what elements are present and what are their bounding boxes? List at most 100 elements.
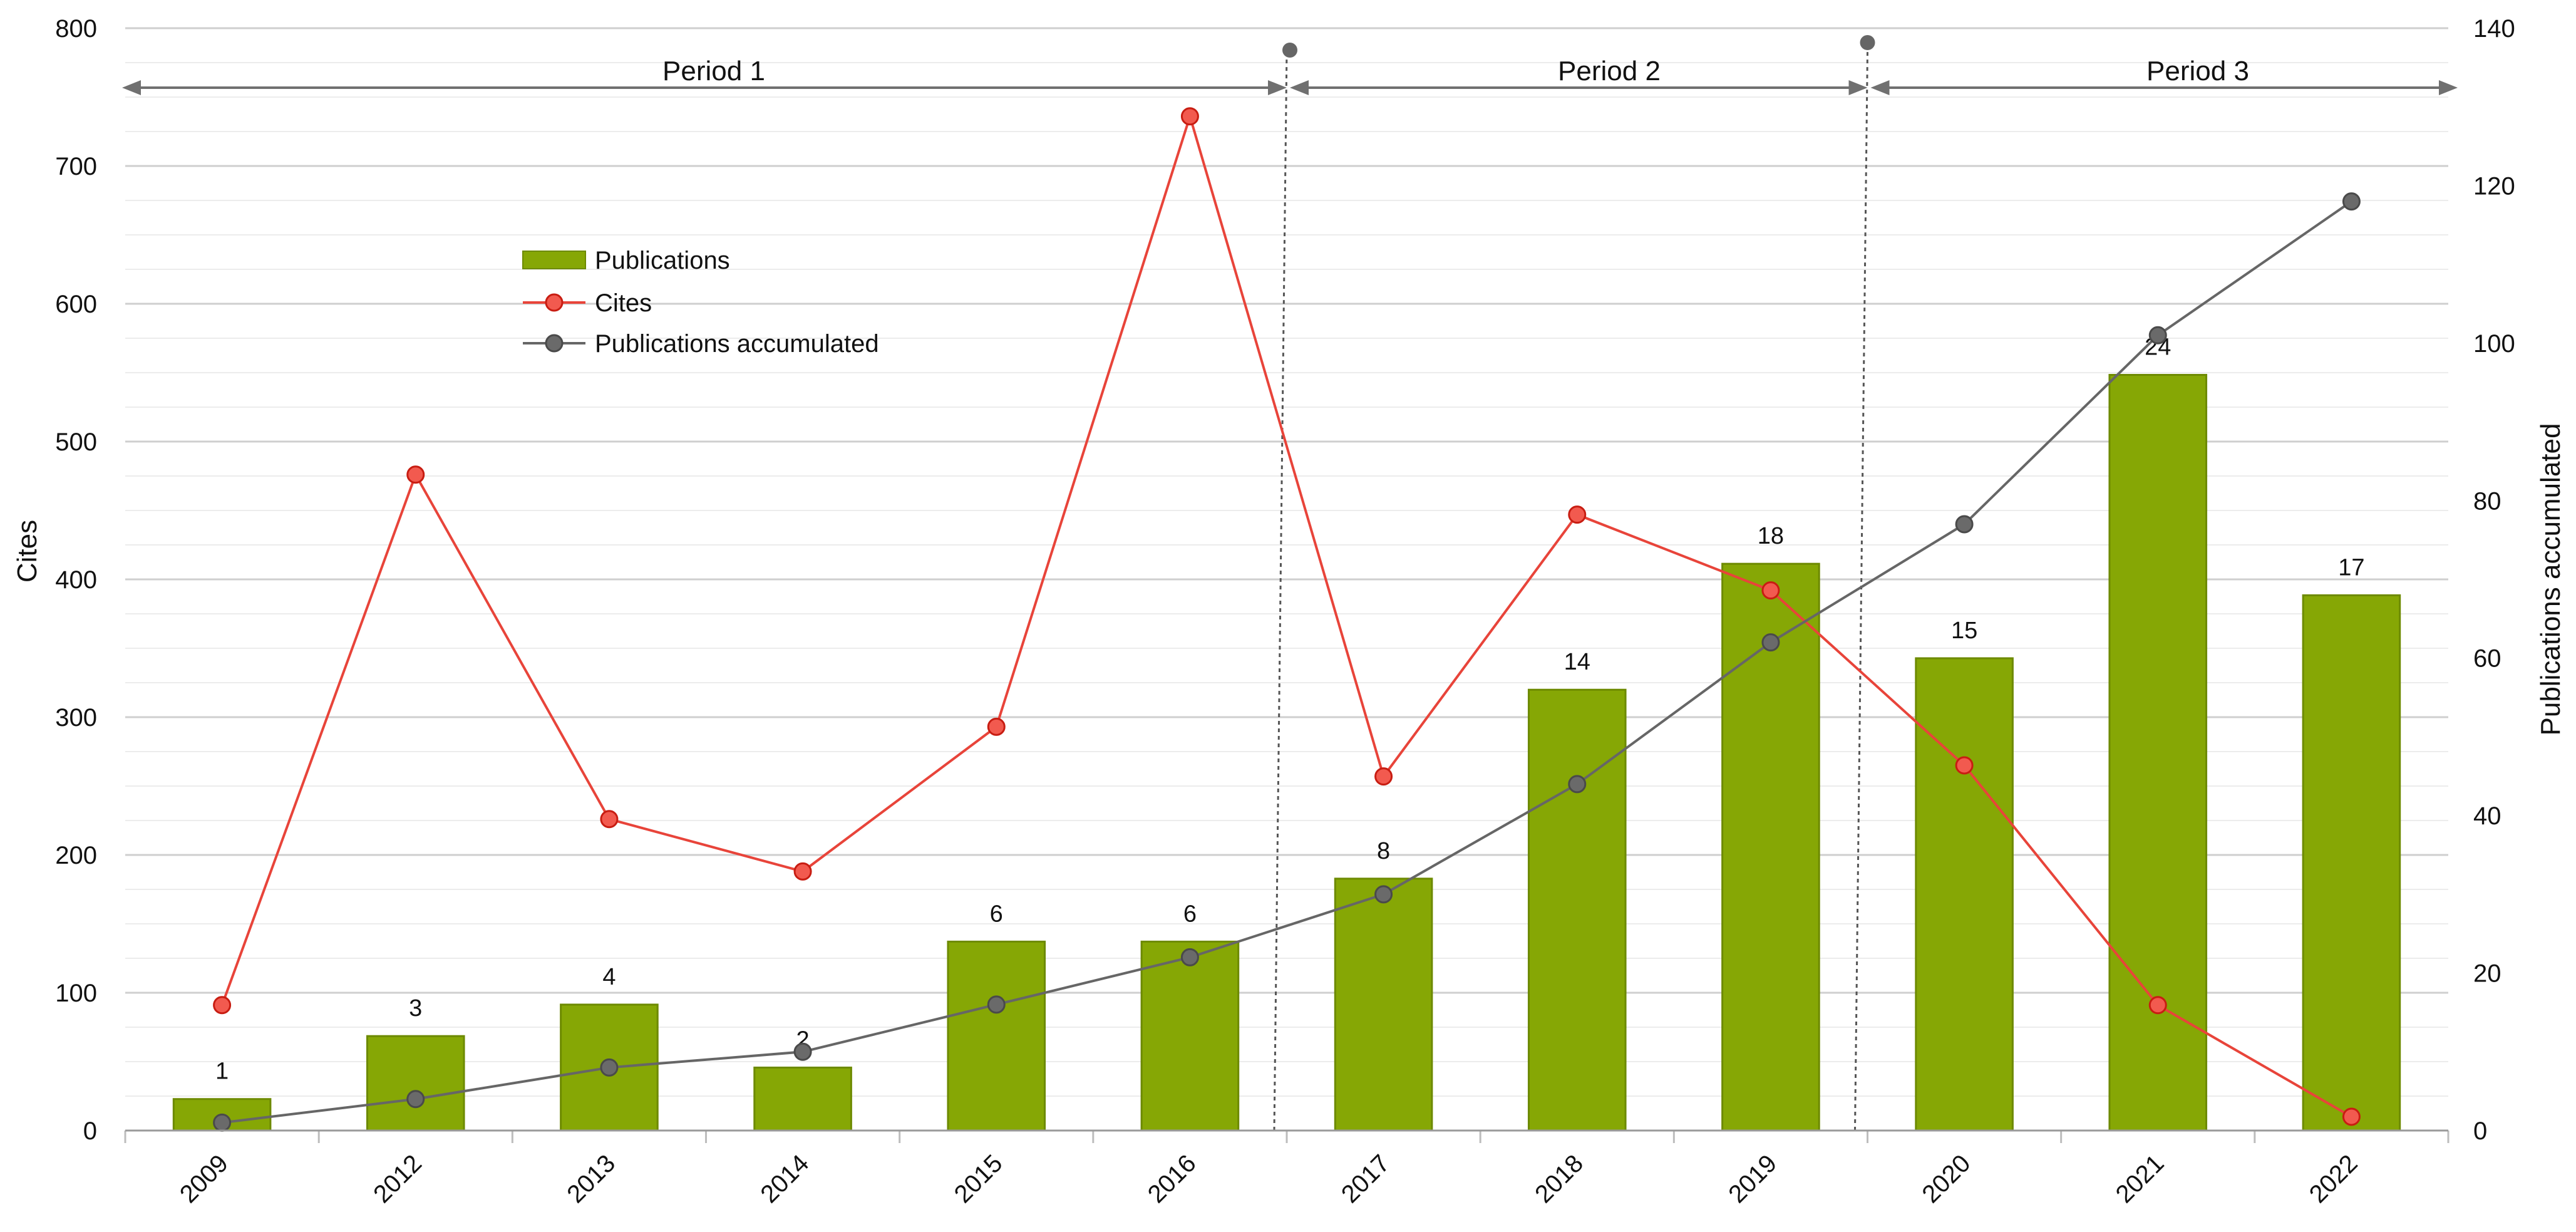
y-tick-label: 600	[55, 291, 97, 318]
cites-point-2014	[793, 862, 812, 881]
publications-accumulated-point-2022	[2342, 192, 2361, 211]
bar-2018	[1527, 688, 1627, 1132]
bar-label-2015: 6	[990, 901, 1003, 927]
x-tick-label: 2020	[1917, 1149, 1976, 1208]
period-label-1: Period 1	[662, 56, 765, 86]
x-tick-label: 2015	[949, 1149, 1008, 1208]
publications-accumulated-point-2009	[213, 1113, 232, 1132]
bar-2012	[366, 1035, 465, 1132]
x-tick-label: 2017	[1336, 1149, 1395, 1208]
x-tick-label: 2012	[368, 1149, 427, 1208]
cites-point-2019	[1761, 581, 1780, 600]
period-divider-marker	[1860, 35, 1875, 50]
cites-line	[220, 111, 2352, 1118]
cites-point-2009	[213, 996, 232, 1015]
period-arrow-head-right	[2439, 80, 2458, 95]
y2-tick-label: 0	[2473, 1117, 2487, 1145]
x-tick-label: 2022	[2304, 1149, 2363, 1208]
legend-swatch-publications	[522, 251, 586, 269]
bar-2019	[1721, 562, 1820, 1132]
y2-tick-label: 140	[2473, 15, 2515, 43]
period-arrow-head-left	[1870, 80, 1890, 95]
line-series	[213, 107, 2361, 1132]
bar-label-2019: 18	[1758, 523, 1784, 549]
period-arrow-head-left	[122, 80, 141, 95]
period-label-3: Period 3	[2146, 56, 2249, 86]
cites-point-2021	[2148, 996, 2167, 1015]
publications-accumulated-point-2019	[1761, 633, 1780, 652]
legend-label-publications: Publications	[595, 247, 730, 274]
bar-2015	[947, 940, 1046, 1132]
cites-point-2022	[2342, 1107, 2361, 1126]
publications-accumulated-point-2018	[1568, 775, 1587, 794]
publications-accumulated-point-2021	[2148, 326, 2167, 344]
cites-point-2016	[1180, 107, 1199, 126]
y2-tick-label: 40	[2473, 802, 2501, 830]
y2-tick-label: 80	[2473, 487, 2501, 515]
publications-accumulated-point-2020	[1955, 515, 1974, 534]
bar-2022	[2302, 594, 2401, 1132]
period-divider-marker	[1282, 43, 1297, 58]
cites-point-2015	[987, 717, 1006, 736]
cites-point-2012	[406, 465, 425, 484]
bar-label-2022: 17	[2338, 554, 2364, 581]
y-tick-label: 0	[83, 1117, 97, 1145]
y2-tick-label: 60	[2473, 645, 2501, 673]
bar-label-2017: 8	[1377, 838, 1390, 864]
period-arrow-head-left	[1290, 80, 1309, 95]
x-tick-label: 2021	[2111, 1149, 2170, 1208]
legend-marker-publications-accumulated	[545, 334, 564, 353]
legend-marker-cites	[545, 293, 564, 312]
publications-accumulated-point-2014	[793, 1042, 812, 1061]
publications-accumulated-point-2016	[1180, 948, 1199, 966]
y2-tick-label: 120	[2473, 172, 2515, 200]
x-tick-label: 2018	[1530, 1149, 1589, 1208]
y-tick-label: 800	[55, 15, 97, 43]
cites-point-2013	[600, 810, 619, 829]
bar-label-2016: 6	[1183, 901, 1197, 927]
cites-point-2017	[1374, 767, 1393, 786]
y-tick-label: 300	[55, 704, 97, 732]
y-axis-title: Cites	[12, 520, 43, 582]
publications-accumulated-point-2017	[1374, 885, 1393, 904]
x-tick-label: 2009	[175, 1149, 234, 1208]
x-tick-label: 2014	[755, 1149, 814, 1208]
legend-label-publications-accumulated: Publications accumulated	[595, 330, 879, 358]
y2-axis-title: Publications accumulated	[2535, 423, 2566, 736]
period-arrow-head-right	[1268, 80, 1287, 95]
bar-label-2012: 3	[409, 995, 422, 1022]
publications-accumulated-point-2012	[406, 1090, 425, 1109]
cites-point-2018	[1568, 505, 1587, 524]
period-markers: Period 1 Period 2 Period 3	[122, 35, 2458, 1131]
bar-2016	[1140, 940, 1240, 1132]
y2-tick-label: 100	[2473, 330, 2515, 358]
bar-label-2018: 14	[1564, 649, 1590, 675]
publications-accumulated-line	[222, 200, 2352, 1124]
legend-label-cites: Cites	[595, 289, 652, 317]
period-arrow-head-right	[1848, 80, 1868, 95]
x-tick-label: 2019	[1723, 1149, 1782, 1208]
x-tick-label: 2013	[562, 1149, 621, 1208]
bar-2021	[2108, 374, 2208, 1132]
bar-label-2020: 15	[1951, 618, 1977, 644]
bar-2017	[1334, 877, 1433, 1132]
y-tick-label: 400	[55, 566, 97, 594]
bar-label-2013: 4	[602, 964, 616, 990]
bar-2014	[753, 1066, 852, 1132]
bar-2020	[1915, 657, 2014, 1132]
publications-accumulated-point-2015	[987, 995, 1006, 1014]
bar-label-2009: 1	[215, 1059, 229, 1085]
x-tick-label: 2016	[1143, 1149, 1202, 1208]
publications-accumulated-point-2013	[600, 1058, 619, 1077]
cites-point-2020	[1955, 756, 1974, 775]
y-tick-label: 500	[55, 428, 97, 456]
y2-tick-label: 20	[2473, 960, 2501, 988]
y-tick-label: 700	[55, 153, 97, 180]
y-tick-label: 200	[55, 842, 97, 869]
legend: Publications Cites Publications accumulate…	[522, 247, 879, 358]
y-tick-label: 100	[55, 980, 97, 1007]
period-label-2: Period 2	[1558, 56, 1661, 86]
